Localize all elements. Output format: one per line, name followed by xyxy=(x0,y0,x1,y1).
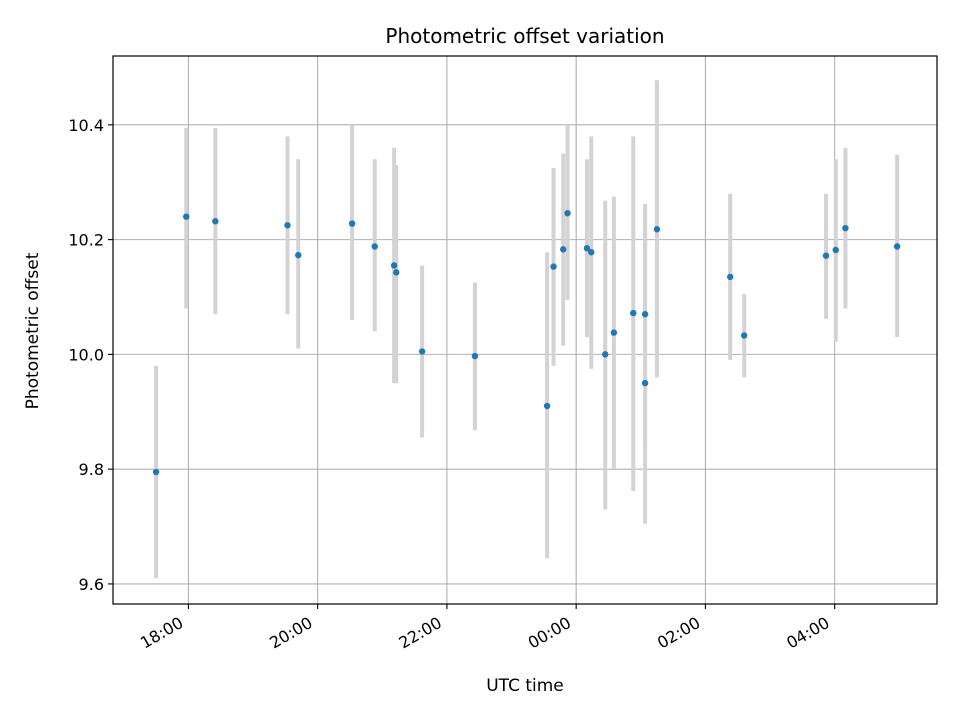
data-point xyxy=(371,243,378,250)
y-tick-label: 10.4 xyxy=(68,116,104,135)
data-point xyxy=(295,251,302,259)
data-point xyxy=(550,263,557,270)
data-point xyxy=(588,249,595,256)
data-point xyxy=(832,246,839,254)
data-point xyxy=(653,226,661,233)
data-point xyxy=(152,468,160,476)
data-point xyxy=(641,311,649,318)
data-point xyxy=(543,402,551,410)
data-point xyxy=(602,351,609,358)
y-tick-label: 9.6 xyxy=(79,575,104,594)
y-tick-label: 10.0 xyxy=(68,345,104,364)
data-point xyxy=(348,220,356,227)
y-tick-label: 10.2 xyxy=(68,231,104,250)
data-point xyxy=(726,273,734,281)
data-point xyxy=(564,210,571,217)
data-point xyxy=(842,224,849,232)
data-point xyxy=(560,246,567,253)
data-point xyxy=(610,329,618,336)
data-point xyxy=(641,379,649,387)
data-point xyxy=(183,213,190,220)
data-point xyxy=(630,309,637,317)
data-points xyxy=(152,210,901,476)
data-point xyxy=(822,252,830,259)
plot-area-frame xyxy=(112,55,938,605)
data-point xyxy=(893,243,901,250)
data-point xyxy=(393,269,400,276)
data-point xyxy=(284,222,291,229)
y-tick-label: 9.8 xyxy=(79,460,104,479)
data-point xyxy=(471,352,479,360)
data-point xyxy=(583,245,591,252)
data-point xyxy=(740,332,748,339)
x-axis-label: UTC time xyxy=(486,676,564,696)
data-point xyxy=(212,218,219,225)
y-axis-label: Photometric offset xyxy=(23,252,43,409)
data-point xyxy=(390,262,398,269)
data-point xyxy=(418,348,426,355)
chart-title: Photometric offset variation xyxy=(385,24,664,48)
